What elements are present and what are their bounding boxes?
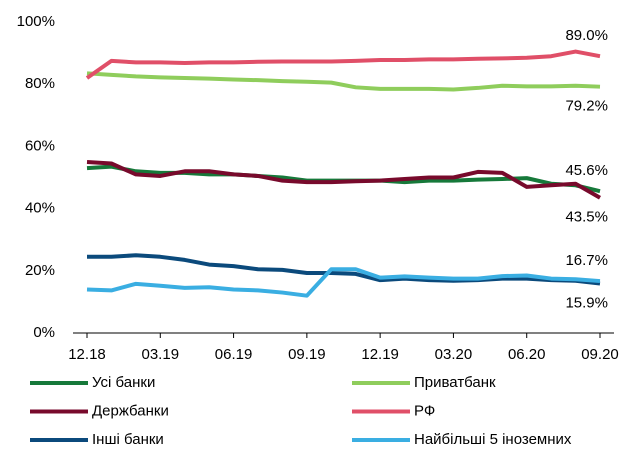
data-label: 45.6% (565, 162, 608, 179)
data-label: 16.7% (565, 252, 608, 269)
data-label: 89.0% (565, 27, 608, 44)
legend-label: Найбільші 5 іноземних (414, 431, 572, 448)
series-line (86, 267, 601, 298)
x-tick-label: 12.18 (68, 346, 106, 363)
y-tick-label: 20% (25, 262, 55, 279)
y-tick-label: 40% (25, 200, 55, 217)
x-tick-label: 03.19 (142, 346, 180, 363)
data-label: 43.5% (565, 209, 608, 226)
series-line (86, 71, 601, 92)
series-line (85, 49, 601, 80)
legend-label: Інші банки (92, 431, 164, 448)
legend-label: РФ (414, 402, 435, 419)
y-tick-label: 80% (25, 75, 55, 92)
data-label: 15.9% (565, 295, 608, 312)
data-label: 79.2% (565, 98, 608, 115)
x-tick-label: 12.19 (361, 346, 399, 363)
y-tick-label: 100% (17, 13, 55, 30)
y-tick-label: 0% (33, 324, 55, 341)
x-tick-label: 09.20 (581, 346, 619, 363)
series-line (86, 164, 601, 194)
series-line (87, 253, 601, 286)
legend-label: Держбанки (92, 402, 169, 419)
x-tick-label: 03.20 (435, 346, 473, 363)
series-line (86, 159, 601, 200)
x-tick-label: 06.20 (508, 346, 546, 363)
legend-label: Приватбанк (414, 374, 496, 391)
legend-label: Усі банки (92, 374, 155, 391)
x-tick-label: 06.19 (215, 346, 253, 363)
y-tick-label: 60% (25, 137, 55, 154)
x-tick-label: 09.19 (288, 346, 326, 363)
